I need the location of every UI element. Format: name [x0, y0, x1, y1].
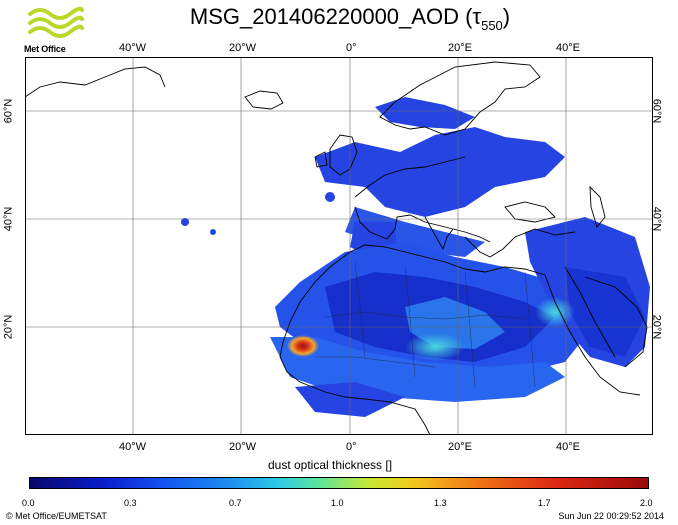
- lon-label-top: 20°E: [448, 42, 472, 54]
- lon-label-bottom: 20°W: [229, 441, 257, 453]
- dust-hotspot: [287, 335, 319, 357]
- colorbar-label: dust optical thickness []: [267, 458, 393, 472]
- coastlines: [25, 61, 648, 435]
- map-title: MSG_201406220000_AOD (τ550): [150, 4, 550, 33]
- colorbar-tick: 0.7: [229, 498, 242, 508]
- met-office-waves-logo: [28, 6, 84, 38]
- dust-aod-map: [25, 57, 653, 435]
- colorbar-tick: 0.3: [124, 498, 137, 508]
- credit-text: © Met Office/EUMETSAT: [6, 511, 107, 521]
- lon-label-top: 0°: [346, 42, 357, 54]
- timestamp-text: Sun Jun 22 00:29:52 2014: [558, 511, 664, 521]
- colorbar-tick: 1.7: [538, 498, 551, 508]
- lon-label-bottom: 40°E: [556, 441, 580, 453]
- colorbar-tick: 0.0: [22, 498, 35, 508]
- colorbar-tick: 2.0: [640, 498, 653, 508]
- lon-label-top: 40°E: [556, 42, 580, 54]
- map-frame: [25, 57, 653, 435]
- lon-label-top: 20°W: [229, 42, 257, 54]
- colorbar: [29, 477, 649, 489]
- lon-label-bottom: 20°E: [448, 441, 472, 453]
- graticule: [25, 57, 653, 435]
- lon-label-top: 40°W: [119, 42, 147, 54]
- lon-label-bottom: 0°: [346, 441, 357, 453]
- title-close: ): [502, 4, 511, 29]
- colorbar-tick: 1.0: [331, 498, 344, 508]
- lat-label-left: 40°N: [2, 206, 15, 232]
- title-main: MSG_201406220000_AOD (τ: [189, 4, 482, 29]
- lon-label-bottom: 40°W: [119, 441, 147, 453]
- logo-text: Met Office: [24, 44, 66, 54]
- lat-label-left: 60°N: [2, 98, 15, 124]
- colorbar-tick: 1.3: [434, 498, 447, 508]
- title-subscript: 550: [481, 18, 503, 33]
- lat-label-left: 20°N: [2, 314, 15, 340]
